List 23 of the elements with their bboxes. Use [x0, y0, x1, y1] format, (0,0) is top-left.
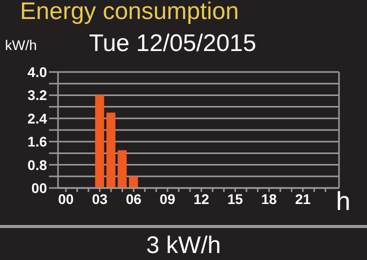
x-tick-label: 21 [295, 190, 311, 207]
y-tick-label: 4.0 [28, 64, 48, 80]
bar [106, 112, 116, 188]
x-tick-label: 00 [58, 190, 74, 207]
y-tick-label: 3.2 [28, 87, 48, 104]
x-tick-label: 12 [194, 190, 210, 207]
bar [128, 176, 138, 188]
y-tick-label: 00 [31, 180, 48, 196]
y-tick-label: 1.6 [28, 134, 48, 150]
bar [95, 95, 104, 188]
x-tick-label: 18 [261, 190, 278, 207]
y-tick-label: 0.8 [28, 156, 48, 173]
chart-subtitle: Tue 12/05/2015 [89, 30, 256, 57]
chart-title: Energy consumption [20, 0, 239, 25]
x-axis-title: h [336, 186, 350, 216]
y-axis-title: kW/h [5, 37, 37, 53]
x-tick-label: 03 [92, 190, 108, 207]
bar [118, 150, 127, 188]
x-tick-label: 06 [126, 190, 142, 207]
y-tick-label: 2.4 [28, 110, 48, 126]
x-tick-label: 09 [160, 190, 176, 207]
text: 3 kW/h [146, 232, 221, 259]
x-tick-label: 15 [227, 190, 244, 207]
